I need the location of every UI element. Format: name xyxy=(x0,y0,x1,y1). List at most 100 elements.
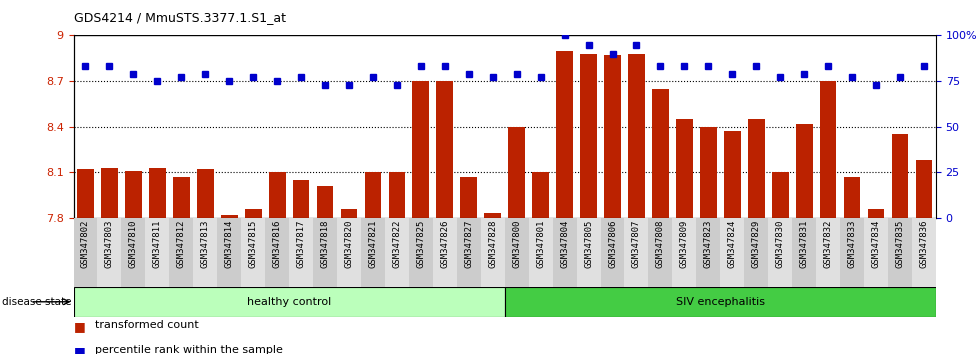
Bar xyxy=(915,160,932,354)
Text: percentile rank within the sample: percentile rank within the sample xyxy=(95,345,283,354)
Bar xyxy=(604,55,621,354)
Bar xyxy=(149,167,166,354)
Text: GSM347815: GSM347815 xyxy=(249,220,258,268)
Bar xyxy=(197,169,214,354)
Bar xyxy=(505,287,936,317)
Bar xyxy=(601,218,624,287)
Bar xyxy=(772,172,789,354)
Text: GSM347818: GSM347818 xyxy=(320,220,329,268)
Bar xyxy=(912,218,936,287)
Bar xyxy=(74,287,505,317)
Bar xyxy=(484,213,501,354)
Bar xyxy=(77,169,94,354)
Bar xyxy=(792,218,816,287)
Bar xyxy=(361,218,385,287)
Bar xyxy=(172,177,190,354)
Text: GSM347817: GSM347817 xyxy=(297,220,306,268)
Text: GSM347807: GSM347807 xyxy=(632,220,641,268)
Text: ■: ■ xyxy=(74,345,89,354)
Bar xyxy=(245,209,262,354)
Bar xyxy=(676,119,693,354)
Text: GSM347822: GSM347822 xyxy=(392,220,402,268)
Bar xyxy=(819,81,837,354)
Bar xyxy=(624,218,649,287)
Bar xyxy=(840,218,864,287)
Bar xyxy=(796,124,812,354)
Text: GSM347811: GSM347811 xyxy=(153,220,162,268)
Bar xyxy=(580,53,597,354)
Text: GSM347832: GSM347832 xyxy=(823,220,833,268)
Text: GSM347804: GSM347804 xyxy=(561,220,569,268)
Text: SIV encephalitis: SIV encephalitis xyxy=(676,297,764,307)
Text: GSM347812: GSM347812 xyxy=(176,220,186,268)
Bar xyxy=(844,177,860,354)
Text: GSM347834: GSM347834 xyxy=(871,220,880,268)
Bar xyxy=(768,218,792,287)
Bar xyxy=(409,218,433,287)
Text: GSM347801: GSM347801 xyxy=(536,220,545,268)
Text: GSM347802: GSM347802 xyxy=(81,220,90,268)
Text: GDS4214 / MmuSTS.3377.1.S1_at: GDS4214 / MmuSTS.3377.1.S1_at xyxy=(74,11,285,24)
Text: GSM347833: GSM347833 xyxy=(848,220,857,268)
Bar xyxy=(289,218,313,287)
Bar xyxy=(125,171,142,354)
Text: GSM347816: GSM347816 xyxy=(272,220,281,268)
Text: GSM347805: GSM347805 xyxy=(584,220,593,268)
Bar xyxy=(672,218,697,287)
Bar xyxy=(553,218,576,287)
Bar xyxy=(385,218,409,287)
Text: GSM347826: GSM347826 xyxy=(440,220,449,268)
Text: GSM347809: GSM347809 xyxy=(680,220,689,268)
Text: GSM347825: GSM347825 xyxy=(416,220,425,268)
Bar xyxy=(528,218,553,287)
Bar xyxy=(867,209,884,354)
Bar xyxy=(509,127,525,354)
Text: GSM347800: GSM347800 xyxy=(513,220,521,268)
Text: GSM347808: GSM347808 xyxy=(656,220,664,268)
Bar xyxy=(122,218,145,287)
Text: GSM347813: GSM347813 xyxy=(201,220,210,268)
Text: ■: ■ xyxy=(74,320,89,333)
Text: GSM347830: GSM347830 xyxy=(776,220,785,268)
Bar xyxy=(700,127,716,354)
Text: GSM347835: GSM347835 xyxy=(896,220,905,268)
Text: GSM347820: GSM347820 xyxy=(345,220,354,268)
Text: GSM347821: GSM347821 xyxy=(368,220,377,268)
Text: GSM347806: GSM347806 xyxy=(608,220,617,268)
Text: GSM347803: GSM347803 xyxy=(105,220,114,268)
Bar xyxy=(313,218,337,287)
Bar xyxy=(97,218,122,287)
Text: GSM347828: GSM347828 xyxy=(488,220,497,268)
Text: GSM347823: GSM347823 xyxy=(704,220,712,268)
Bar xyxy=(317,186,333,354)
Text: GSM347836: GSM347836 xyxy=(919,220,928,268)
Text: GSM347827: GSM347827 xyxy=(465,220,473,268)
Bar xyxy=(433,218,457,287)
Bar xyxy=(744,218,768,287)
Text: GSM347829: GSM347829 xyxy=(752,220,760,268)
Bar xyxy=(74,218,97,287)
Bar xyxy=(628,53,645,354)
Bar xyxy=(652,88,668,354)
Bar xyxy=(892,134,908,354)
Bar xyxy=(557,51,573,354)
Bar xyxy=(888,218,912,287)
Text: transformed count: transformed count xyxy=(95,320,199,330)
Bar xyxy=(461,177,477,354)
Bar xyxy=(241,218,266,287)
Bar xyxy=(864,218,888,287)
Bar xyxy=(293,180,310,354)
Bar xyxy=(481,218,505,287)
Bar xyxy=(266,218,289,287)
Text: GSM347810: GSM347810 xyxy=(129,220,138,268)
Bar xyxy=(269,172,285,354)
Bar xyxy=(720,218,744,287)
Text: healthy control: healthy control xyxy=(247,297,331,307)
Bar xyxy=(697,218,720,287)
Text: GSM347814: GSM347814 xyxy=(224,220,233,268)
Bar xyxy=(816,218,840,287)
Bar xyxy=(576,218,601,287)
Bar xyxy=(505,218,528,287)
Bar xyxy=(436,81,453,354)
Bar xyxy=(101,167,118,354)
